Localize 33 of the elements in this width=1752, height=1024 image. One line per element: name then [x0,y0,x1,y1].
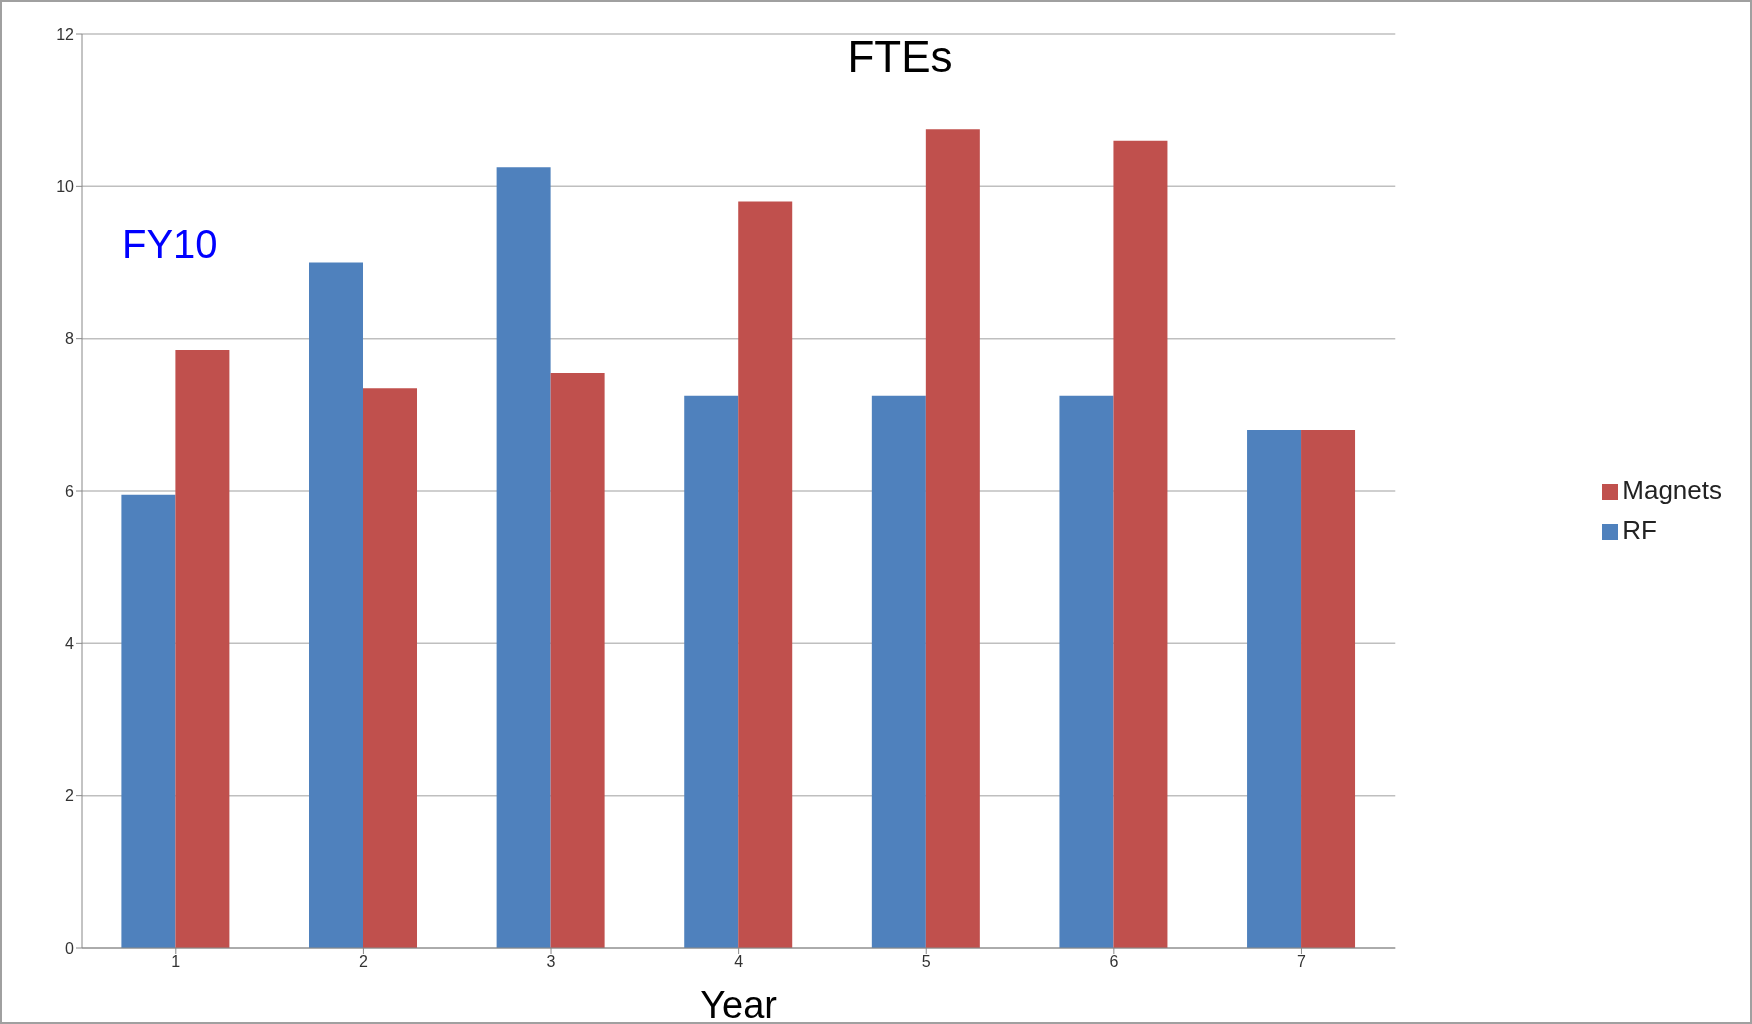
bar [1113,140,1168,948]
bar [363,388,418,948]
bar [1301,430,1356,948]
bar [925,129,980,948]
x-tick-label: 2 [358,953,368,971]
chart-title: FTEs [846,32,954,82]
x-tick-label: 6 [1109,953,1119,971]
bar [1247,430,1302,948]
bar [1059,395,1114,948]
legend-label: RF [1622,515,1657,545]
legend-label: Magnets [1622,475,1722,505]
bar [550,372,605,948]
y-tick-label: 2 [65,787,75,805]
y-tick-label: 8 [65,330,75,348]
bar [738,201,793,948]
x-axis-title: Year [700,984,778,1024]
bar [871,395,926,948]
x-tick-label: 7 [1297,953,1307,971]
bar [309,262,364,948]
x-tick-label: 5 [921,953,931,971]
y-tick-label: 0 [65,939,75,957]
y-tick-label: 4 [65,635,75,653]
y-tick-label: 12 [56,25,75,43]
annotation: FY10 [122,222,218,267]
bar [121,494,176,948]
y-tick-label: 10 [56,178,75,196]
x-tick-label: 3 [546,953,556,971]
bar [496,167,551,948]
bar [684,395,739,948]
x-tick-label: 4 [734,953,744,971]
y-tick-label: 6 [65,482,75,500]
x-tick-label: 1 [171,953,181,971]
bar [175,350,230,948]
